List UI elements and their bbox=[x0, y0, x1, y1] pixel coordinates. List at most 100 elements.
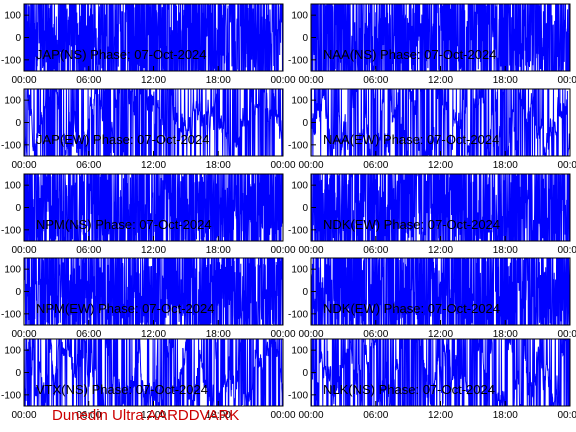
x-tick-label: 00:00 bbox=[557, 160, 576, 171]
x-tick-label: 00:00 bbox=[270, 410, 295, 421]
x-tick-label: 00:00 bbox=[270, 160, 295, 171]
x-tick-label: 00:00 bbox=[11, 329, 36, 340]
y-tick-label: -100 bbox=[1, 140, 21, 151]
chart-panel: 100 0 -100 00:00 06:00 12:00 18:00 00:00 JAP(NS)… bbox=[1, 3, 296, 86]
x-tick-label: 18:00 bbox=[493, 410, 518, 421]
x-tick-label: 06:00 bbox=[76, 329, 101, 340]
y-tick-label: 0 bbox=[302, 203, 308, 214]
x-tick-label: 12:00 bbox=[428, 75, 453, 86]
x-tick-label: 00:00 bbox=[11, 75, 36, 86]
chart-panel: 100 0 -100 00:00 06:00 12:00 18:00 00:00 NDK(EW)… bbox=[288, 173, 576, 256]
y-tick-label: -100 bbox=[288, 390, 308, 401]
y-tick-label: 0 bbox=[302, 287, 308, 298]
x-tick-label: 18:00 bbox=[493, 75, 518, 86]
y-tick-label: 0 bbox=[15, 33, 21, 44]
x-tick-label: 12:00 bbox=[141, 245, 166, 256]
x-tick-label: 00:00 bbox=[11, 410, 36, 421]
x-tick-label: 00:00 bbox=[298, 160, 323, 171]
chart-panel: 100 0 -100 00:00 06:00 12:00 18:00 00:00 NDK(EW)… bbox=[288, 257, 576, 340]
x-tick-label: 18:00 bbox=[206, 160, 231, 171]
y-tick-label: 0 bbox=[302, 118, 308, 129]
panel-title: NPM(EW) Phase: 07-Oct-2024 bbox=[36, 301, 214, 316]
chart-panel: 100 0 -100 00:00 06:00 12:00 18:00 00:00 JAP(EW)… bbox=[1, 88, 296, 171]
x-tick-label: 00:00 bbox=[11, 160, 36, 171]
x-tick-label: 06:00 bbox=[76, 75, 101, 86]
x-tick-label: 18:00 bbox=[206, 410, 231, 421]
x-tick-label: 00:00 bbox=[298, 75, 323, 86]
panel-title: NAA(EW) Phase: 07-Oct-2024 bbox=[323, 132, 499, 147]
y-tick-label: 0 bbox=[15, 287, 21, 298]
x-tick-label: 12:00 bbox=[141, 410, 166, 421]
x-tick-label: 00:00 bbox=[11, 245, 36, 256]
x-tick-label: 12:00 bbox=[428, 329, 453, 340]
x-tick-label: 12:00 bbox=[141, 75, 166, 86]
y-tick-label: 100 bbox=[4, 265, 21, 276]
x-tick-label: 12:00 bbox=[428, 410, 453, 421]
phase-series-line bbox=[24, 89, 283, 156]
y-tick-label: -100 bbox=[1, 390, 21, 401]
panel-grid: 100 0 -100 00:00 06:00 12:00 18:00 00:00 JAP(NS)… bbox=[1, 3, 576, 421]
x-tick-label: 00:00 bbox=[557, 410, 576, 421]
phase-series-line bbox=[24, 4, 283, 71]
x-tick-label: 06:00 bbox=[363, 329, 388, 340]
x-tick-label: 18:00 bbox=[493, 160, 518, 171]
x-tick-label: 06:00 bbox=[76, 245, 101, 256]
x-tick-label: 00:00 bbox=[557, 75, 576, 86]
x-tick-label: 18:00 bbox=[206, 329, 231, 340]
panel-title: JAP(EW) Phase: 07-Oct-2024 bbox=[36, 132, 209, 147]
y-tick-label: 0 bbox=[302, 368, 308, 379]
phase-series-line bbox=[311, 339, 570, 406]
y-tick-label: 0 bbox=[15, 203, 21, 214]
y-tick-label: 0 bbox=[302, 33, 308, 44]
x-tick-label: 18:00 bbox=[206, 75, 231, 86]
x-tick-label: 06:00 bbox=[363, 410, 388, 421]
panel-title: NDK(EW) Phase: 07-Oct-2024 bbox=[323, 217, 500, 232]
x-tick-label: 06:00 bbox=[363, 75, 388, 86]
chart-panel: 100 0 -100 00:00 06:00 12:00 18:00 00:00 VTX(NS)… bbox=[1, 338, 296, 421]
y-tick-label: 100 bbox=[291, 346, 308, 357]
x-tick-label: 00:00 bbox=[298, 410, 323, 421]
phase-series-line bbox=[24, 258, 283, 325]
x-tick-label: 18:00 bbox=[206, 245, 231, 256]
panel-title: NLK(NS) Phase: 07-Oct-2024 bbox=[323, 382, 495, 397]
x-tick-label: 00:00 bbox=[270, 245, 295, 256]
x-tick-label: 00:00 bbox=[270, 75, 295, 86]
x-tick-label: 06:00 bbox=[76, 410, 101, 421]
chart-panel: 100 0 -100 00:00 06:00 12:00 18:00 00:00 NLK(NS)… bbox=[288, 338, 576, 421]
y-tick-label: 100 bbox=[4, 346, 21, 357]
y-tick-label: -100 bbox=[1, 309, 21, 320]
phase-series-line bbox=[24, 174, 283, 241]
y-tick-label: 100 bbox=[4, 11, 21, 22]
chart-panel: 100 0 -100 00:00 06:00 12:00 18:00 00:00 NPM(EW)… bbox=[1, 257, 296, 340]
x-tick-label: 00:00 bbox=[298, 245, 323, 256]
y-tick-label: -100 bbox=[288, 140, 308, 151]
x-tick-label: 00:00 bbox=[557, 245, 576, 256]
panel-title: NPM(NS) Phase: 07-Oct-2024 bbox=[36, 217, 212, 232]
y-tick-label: 100 bbox=[4, 96, 21, 107]
x-tick-label: 06:00 bbox=[363, 160, 388, 171]
y-tick-label: 100 bbox=[291, 96, 308, 107]
y-tick-label: -100 bbox=[1, 55, 21, 66]
x-tick-label: 06:00 bbox=[76, 160, 101, 171]
y-tick-label: 100 bbox=[291, 265, 308, 276]
y-tick-label: -100 bbox=[1, 225, 21, 236]
panel-title: NAA(NS) Phase: 07-Oct-2024 bbox=[323, 47, 496, 62]
footer-caption: Dunedin Ultra AARDDVARK bbox=[52, 407, 239, 424]
y-tick-label: -100 bbox=[288, 309, 308, 320]
y-tick-label: -100 bbox=[288, 225, 308, 236]
x-tick-label: 00:00 bbox=[270, 329, 295, 340]
x-tick-label: 00:00 bbox=[298, 329, 323, 340]
y-tick-label: 100 bbox=[291, 11, 308, 22]
chart-panel: 100 0 -100 00:00 06:00 12:00 18:00 00:00 NPM(NS)… bbox=[1, 173, 296, 256]
chart-panel: 100 0 -100 00:00 06:00 12:00 18:00 00:00 NAA(NS)… bbox=[288, 3, 576, 86]
x-tick-label: 06:00 bbox=[363, 245, 388, 256]
x-tick-label: 18:00 bbox=[493, 245, 518, 256]
phase-series-line bbox=[24, 339, 283, 406]
panel-title: VTX(NS) Phase: 07-Oct-2024 bbox=[36, 382, 208, 397]
phase-series-line bbox=[311, 89, 570, 156]
panel-title: NDK(EW) Phase: 07-Oct-2024 bbox=[323, 301, 500, 316]
x-tick-label: 12:00 bbox=[428, 245, 453, 256]
x-tick-label: 12:00 bbox=[428, 160, 453, 171]
x-tick-label: 12:00 bbox=[141, 160, 166, 171]
